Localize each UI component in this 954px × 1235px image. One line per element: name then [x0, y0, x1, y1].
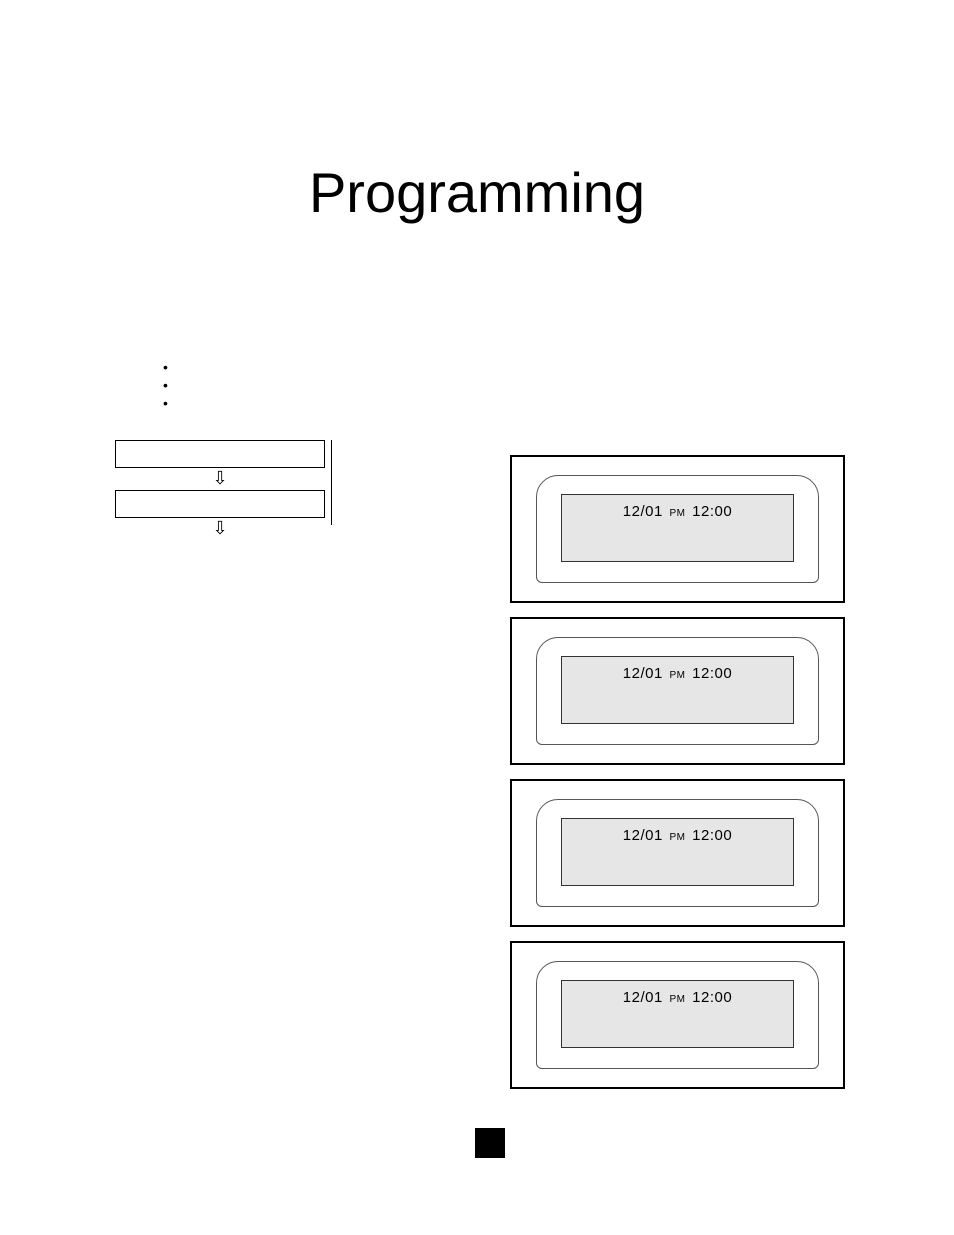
lcd-ampm: PM: [670, 832, 686, 843]
lcd-screen: 12/01 PM 12:00: [561, 656, 794, 724]
bullet-item: [163, 394, 176, 412]
lcd-ampm: PM: [670, 670, 686, 681]
lcd-screen: 12/01 PM 12:00: [561, 494, 794, 562]
display-panel: 12/01 PM 12:00: [510, 617, 845, 765]
lcd-time: 12:00: [692, 503, 732, 520]
lcd-readout: 12/01 PM 12:00: [562, 503, 793, 520]
display-panels: 12/01 PM 12:00 12/01 PM 12:00 12/01: [510, 455, 845, 1103]
lcd-screen: 12/01 PM 12:00: [561, 980, 794, 1048]
lcd-time: 12:00: [692, 989, 732, 1006]
bullet-item: [163, 358, 176, 376]
page-title: Programming: [0, 160, 954, 225]
flowchart-box: [115, 490, 325, 518]
display-bezel: 12/01 PM 12:00: [536, 961, 819, 1069]
bullet-list: [163, 358, 176, 412]
display-bezel: 12/01 PM 12:00: [536, 637, 819, 745]
display-panel: 12/01 PM 12:00: [510, 941, 845, 1089]
flowchart-divider: [330, 440, 332, 525]
page-number-marker: [475, 1128, 505, 1158]
lcd-date: 12/01: [623, 989, 663, 1006]
display-panel: 12/01 PM 12:00: [510, 455, 845, 603]
lcd-readout: 12/01 PM 12:00: [562, 989, 793, 1006]
display-bezel: 12/01 PM 12:00: [536, 799, 819, 907]
down-arrow-icon: ⇩: [115, 522, 325, 534]
down-arrow-icon: ⇩: [115, 472, 325, 484]
lcd-date: 12/01: [623, 665, 663, 682]
display-panel: 12/01 PM 12:00: [510, 779, 845, 927]
bullet-item: [163, 376, 176, 394]
lcd-readout: 12/01 PM 12:00: [562, 665, 793, 682]
lcd-time: 12:00: [692, 665, 732, 682]
lcd-ampm: PM: [670, 994, 686, 1005]
lcd-readout: 12/01 PM 12:00: [562, 827, 793, 844]
lcd-time: 12:00: [692, 827, 732, 844]
lcd-ampm: PM: [670, 508, 686, 519]
lcd-date: 12/01: [623, 503, 663, 520]
flowchart: ⇩ ⇩: [115, 440, 325, 540]
flowchart-box: [115, 440, 325, 468]
display-bezel: 12/01 PM 12:00: [536, 475, 819, 583]
lcd-screen: 12/01 PM 12:00: [561, 818, 794, 886]
lcd-date: 12/01: [623, 827, 663, 844]
